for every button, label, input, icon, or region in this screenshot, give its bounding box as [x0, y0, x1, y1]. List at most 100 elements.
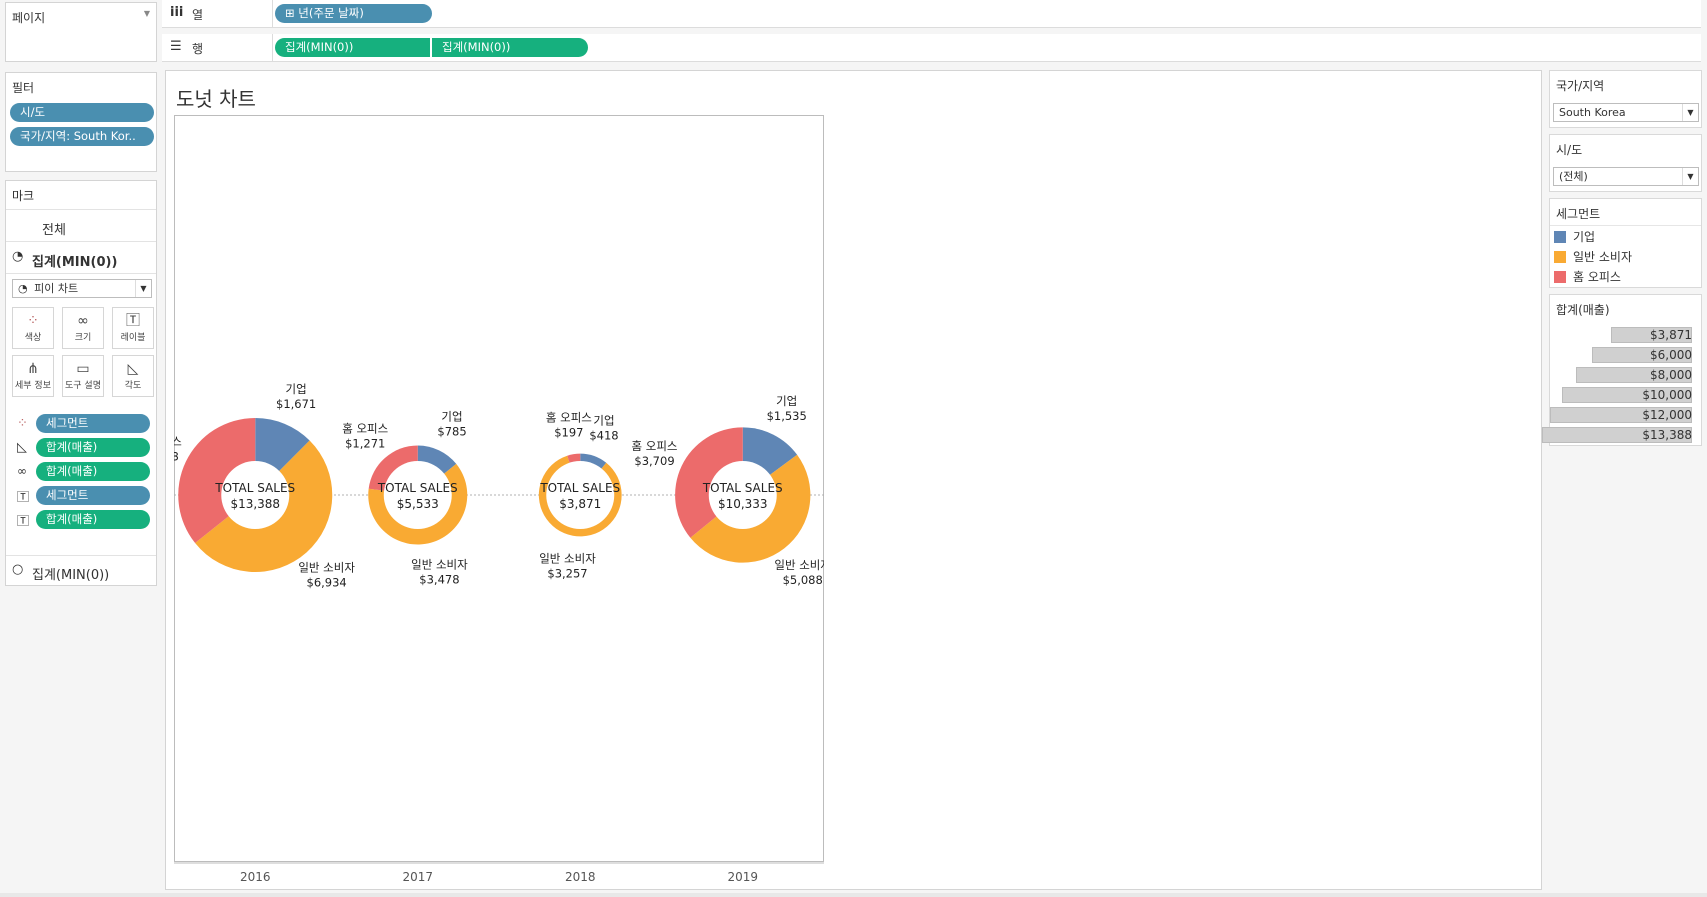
- label-icon: 🅃: [17, 514, 30, 528]
- slice-label-segment: 기업: [776, 394, 797, 408]
- size-legend-bar: [1550, 407, 1692, 423]
- size-legend-bar: [1576, 367, 1692, 383]
- slice-label-value: $4,783: [174, 450, 179, 464]
- donut-hole: [708, 461, 777, 529]
- country-select[interactable]: South Korea ▼: [1553, 103, 1699, 122]
- marks-layer2-tab[interactable]: 집계(MIN(0)): [32, 568, 110, 583]
- encoding-pill-size[interactable]: 합계(매출): [36, 462, 150, 481]
- donut-hole: [383, 461, 452, 529]
- size-legend-label: $3,871: [1650, 328, 1692, 342]
- rows-shelf[interactable]: ☰ 행 집계(MIN(0)) 집계(MIN(0)): [162, 34, 1701, 62]
- center-label-total: $3,871: [559, 497, 601, 511]
- mark-type-select[interactable]: ◔ 피이 차트 ▼: [12, 279, 152, 298]
- sheet-title: 도넛 차트: [176, 87, 256, 111]
- slice-label-value: $3,478: [419, 572, 459, 586]
- encoding-pill-angle[interactable]: 합계(매출): [36, 438, 150, 457]
- size-legend-label: $6,000: [1650, 348, 1692, 362]
- color-button[interactable]: ⁘ 색상: [12, 307, 54, 349]
- filter-pill-province[interactable]: 시/도: [10, 103, 154, 122]
- slice-label-value: $1,671: [276, 397, 316, 411]
- slice-label-segment: 홈 오피스: [546, 411, 592, 425]
- row-pill-min-1[interactable]: 집계(MIN(0)): [275, 38, 430, 57]
- chevron-down-icon[interactable]: ▼: [135, 280, 151, 297]
- slice-label-segment: 기업: [286, 382, 307, 396]
- size-legend-label: $10,000: [1642, 388, 1692, 402]
- size-legend-label: $13,388: [1642, 428, 1692, 442]
- size-icon: ∞: [17, 464, 27, 478]
- chevron-down-icon[interactable]: ▼: [1682, 168, 1698, 185]
- donut-hole: [546, 461, 615, 529]
- column-pill-year[interactable]: ⊞ 년(주문 날짜): [275, 4, 432, 23]
- angle-icon: ◺: [127, 361, 139, 377]
- tooltip-icon: ▭: [76, 361, 90, 377]
- filters-card: 필터 시/도 국가/지역: South Kor..: [5, 72, 157, 172]
- size-legend-bar: [1562, 387, 1692, 403]
- legend-item-consumer[interactable]: 일반 소비자: [1554, 249, 1632, 265]
- legend-item-home-office[interactable]: 홈 오피스: [1554, 269, 1621, 285]
- size-icon: ∞: [77, 313, 89, 329]
- label-icon: 🅃: [17, 490, 30, 504]
- slice-label-segment: 일반 소비자: [774, 558, 824, 572]
- center-label-title: TOTAL SALES: [214, 481, 295, 495]
- center-label-total: $10,333: [718, 497, 768, 511]
- segment-legend: 세그먼트 기업 일반 소비자 홈 오피스: [1549, 198, 1702, 288]
- pages-shelf-label: 페이지: [12, 11, 46, 25]
- slice-label-segment: 일반 소비자: [539, 551, 596, 565]
- province-select[interactable]: (전체) ▼: [1553, 167, 1699, 186]
- donut-hole: [221, 461, 290, 529]
- province-filter-card: 시/도 (전체) ▼: [1549, 134, 1702, 192]
- tooltip-button[interactable]: ▭ 도구 설명: [62, 355, 104, 397]
- marks-all-tab[interactable]: 전체: [42, 223, 66, 238]
- marks-layer1-tab[interactable]: 집계(MIN(0)): [32, 255, 118, 270]
- color-dots-icon: ⁘: [27, 313, 39, 329]
- chevron-down-icon[interactable]: ▼: [143, 9, 150, 18]
- slice-label-value: $6,934: [307, 576, 347, 590]
- size-legend-row: $13,388: [1542, 427, 1700, 445]
- slice-label-segment: 홈 오피스: [174, 435, 182, 449]
- label-button[interactable]: 🅃 레이블: [112, 307, 154, 349]
- detail-button[interactable]: ⋔ 세부 정보: [12, 355, 54, 397]
- country-filter-card: 국가/지역 South Korea ▼: [1549, 70, 1702, 128]
- marks-card: 마크 전체 ◔ 집계(MIN(0)) ◔ 피이 차트 ▼ ⁘ 색상 ∞ 크기 🅃…: [5, 180, 157, 586]
- size-legend-rows: $3,871 $6,000 $8,000 $10,000 $12,000 $13,388: [1542, 327, 1701, 447]
- angle-button[interactable]: ◺ 각도: [112, 355, 154, 397]
- slice-label-value: $1,535: [767, 409, 807, 423]
- pie-icon: ◔: [18, 282, 28, 295]
- angle-icon: ◺: [17, 440, 27, 455]
- x-tick-label: 2016: [240, 870, 271, 884]
- slice-label-value: $785: [437, 424, 466, 438]
- province-filter-title: 시/도: [1556, 143, 1583, 157]
- encoding-pill-label-sales[interactable]: 합계(매출): [36, 510, 150, 529]
- rows-shelf-label: 행: [192, 42, 204, 56]
- chevron-down-icon[interactable]: ▼: [1682, 104, 1698, 121]
- legend-swatch: [1554, 271, 1566, 283]
- size-legend-title: 합계(매출): [1556, 303, 1610, 317]
- slice-label-value: $5,088: [783, 573, 823, 587]
- pages-shelf[interactable]: 페이지 ▼: [5, 2, 157, 62]
- legend-item-corporate[interactable]: 기업: [1554, 229, 1595, 245]
- filter-pill-country[interactable]: 국가/지역: South Kor..: [10, 127, 154, 146]
- x-tick-label: 2017: [402, 870, 433, 884]
- x-tick-label: 2019: [727, 870, 758, 884]
- size-button[interactable]: ∞ 크기: [62, 307, 104, 349]
- slice-label-value: $3,257: [547, 566, 587, 580]
- columns-shelf[interactable]: iii 열 ⊞ 년(주문 날짜): [162, 0, 1701, 28]
- row-pill-min-2[interactable]: 집계(MIN(0)): [432, 38, 588, 57]
- segment-legend-title: 세그먼트: [1556, 207, 1601, 221]
- slice-label-segment: 일반 소비자: [411, 557, 468, 571]
- size-legend-bar: [1611, 327, 1692, 343]
- slice-label-segment: 일반 소비자: [298, 561, 355, 575]
- label-icon: 🅃: [126, 313, 140, 329]
- slice-label-segment: 홈 오피스: [632, 439, 678, 453]
- size-legend-row: $8,000: [1550, 367, 1700, 385]
- slice-label-segment: 기업: [593, 414, 614, 428]
- x-tick-label: 2018: [565, 870, 596, 884]
- encoding-pill-label-segment[interactable]: 세그먼트: [36, 486, 150, 505]
- pie-slice: [675, 427, 743, 538]
- rows-icon: ☰: [170, 39, 182, 54]
- marks-title: 마크: [12, 189, 35, 203]
- size-legend-row: $6,000: [1550, 347, 1700, 365]
- encoding-pill-color[interactable]: 세그먼트: [36, 414, 150, 433]
- legend-swatch: [1554, 231, 1566, 243]
